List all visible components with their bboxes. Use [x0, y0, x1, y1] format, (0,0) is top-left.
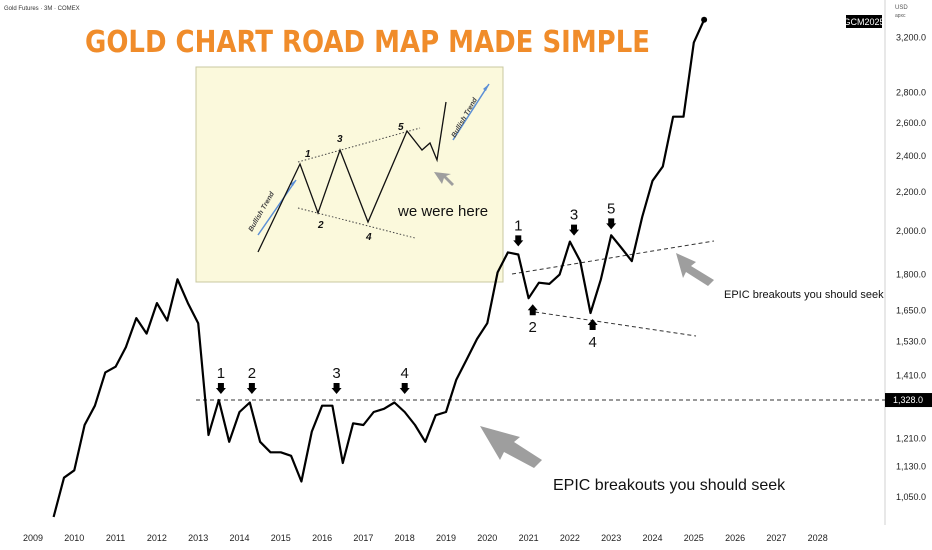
x-tick-label: 2018: [395, 533, 415, 543]
x-tick-label: 2021: [519, 533, 539, 543]
x-tick-label: 2020: [477, 533, 497, 543]
y-tick-label: 1,410.0: [896, 370, 926, 380]
x-tick-label: 2012: [147, 533, 167, 543]
x-tick-label: 2026: [725, 533, 745, 543]
ticker-label: GCM2025: [843, 17, 884, 27]
x-tick-label: 2015: [271, 533, 291, 543]
inset-wave-4: 4: [365, 232, 372, 243]
x-tick-label: 2016: [312, 533, 332, 543]
x-tick-label: 2027: [766, 533, 786, 543]
currency-label: USD: [895, 5, 908, 11]
inset-arrowhead-left: [290, 180, 296, 186]
x-axis: 2009 2010 2011 2012 2013 2014 2015 2016 2017 2018…: [23, 533, 828, 543]
inset-lower-trendline: [297, 207, 416, 239]
pattern-label-2: 2: [529, 319, 537, 336]
breakout-arrow-bottom: [480, 426, 542, 468]
x-tick-label: 2022: [560, 533, 580, 543]
x-tick-label: 2011: [106, 533, 125, 543]
price-line: [52, 19, 706, 518]
inset-wave-line: [257, 101, 447, 253]
pattern-label-4: 4: [401, 365, 409, 382]
pattern-arrow-down: [513, 235, 524, 247]
breakout-arrow-top: [676, 253, 714, 286]
inset-diagram: Bullish Trend Bullish Trend 1 2 3 4 5 we…: [195, 66, 504, 283]
y-tick-label: 1,130.0: [896, 462, 926, 472]
x-tick-label: 2025: [684, 533, 704, 543]
y-tick-label: 3,200.0: [896, 32, 926, 42]
pattern-label-1: 1: [514, 217, 522, 234]
pattern-label-1: 1: [217, 365, 225, 382]
pattern-arrow-up: [527, 304, 538, 316]
pattern-arrow-down: [246, 383, 257, 395]
level-price-tag: [885, 393, 932, 408]
x-tick-label: 2017: [353, 533, 373, 543]
inset-wave-3: 3: [337, 134, 343, 145]
inset-upper-trendline: [297, 127, 421, 163]
x-tick-label: 2009: [23, 533, 43, 543]
y-tick-label: 1,050.0: [896, 492, 926, 502]
lower-trendline: [534, 311, 697, 337]
x-tick-label: 2028: [808, 533, 828, 543]
pattern-arrow-up: [587, 319, 598, 331]
inset-bullish-arrow-left: [257, 179, 297, 236]
ticker-badge: [846, 15, 882, 28]
breakout-label-bottom: EPIC breakouts you should seek: [553, 477, 786, 494]
pattern-arrow-down: [569, 224, 580, 236]
x-tick-label: 2013: [188, 533, 208, 543]
y-tick-label: 2,200.0: [896, 187, 926, 197]
inset-pointer-arrow: [434, 172, 454, 186]
levels: 1,328.0: [196, 393, 932, 408]
upper-trendline: [511, 240, 715, 275]
pattern-arrow-down: [399, 383, 410, 395]
pattern-label-4: 4: [588, 334, 596, 351]
headline: GOLD CHART ROAD MAP MADE SIMPLE: [85, 25, 650, 60]
y-tick-label: 2,400.0: [896, 151, 926, 161]
y-tick-label: 1,210.0: [896, 433, 926, 443]
x-tick-label: 2024: [642, 533, 662, 543]
scale-mode-label: apxc: [895, 13, 906, 19]
inset-wave-5: 5: [398, 122, 404, 133]
inset-wave-2: 2: [317, 220, 324, 231]
inset-bullish-arrow-right: [452, 83, 490, 141]
last-price-dot: [701, 16, 708, 23]
inset-wave-1: 1: [305, 149, 311, 160]
y-tick-label: 1,800.0: [896, 270, 926, 280]
x-tick-label: 2023: [601, 533, 621, 543]
y-tick-label: 2,000.0: [896, 226, 926, 236]
inset-arrowhead-right: [483, 84, 489, 91]
level-price-label: 1,328.0: [893, 395, 923, 405]
x-tick-label: 2010: [64, 533, 84, 543]
pattern-labels: 1 2 3 4 1 3 5 2 4: [215, 200, 617, 395]
y-axis: 3,200.0 2,800.0 2,600.0 2,400.0 2,200.0 2,000…: [896, 32, 926, 501]
pattern-label-5: 5: [607, 200, 615, 217]
pattern-arrow-down: [331, 383, 342, 395]
pattern-label-3: 3: [332, 365, 340, 382]
x-tick-label: 2019: [436, 533, 456, 543]
pattern-label-2: 2: [248, 365, 256, 382]
pattern-arrow-down: [215, 383, 226, 395]
breakout-label-top: EPIC breakouts you should seek: [724, 289, 884, 301]
pattern-label-3: 3: [570, 207, 578, 224]
instrument-label: Gold Futures · 3M · COMEX: [4, 6, 80, 12]
x-tick-label: 2014: [229, 533, 249, 543]
y-tick-label: 1,530.0: [896, 337, 926, 347]
pattern-arrow-down: [606, 218, 617, 230]
we-were-here-label: we were here: [397, 203, 488, 220]
y-tick-label: 2,600.0: [896, 118, 926, 128]
y-tick-label: 1,650.0: [896, 306, 926, 316]
y-tick-label: 2,800.0: [896, 87, 926, 97]
